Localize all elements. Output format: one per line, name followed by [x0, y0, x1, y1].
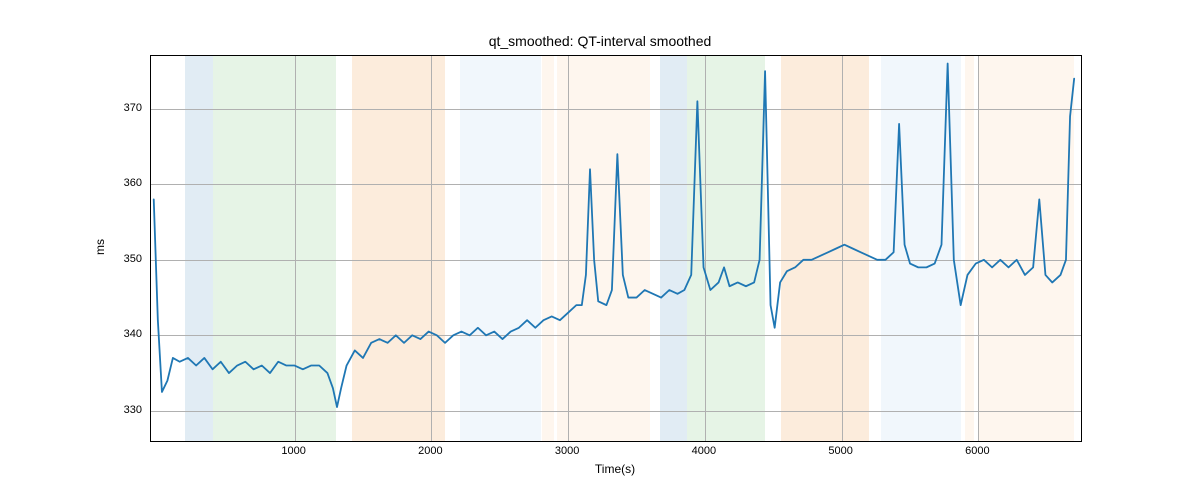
xtick-label: 4000	[692, 445, 716, 457]
xtick-label: 3000	[555, 445, 579, 457]
plot-area	[150, 55, 1082, 442]
x-axis-label: Time(s)	[595, 462, 635, 476]
xtick-label: 6000	[965, 445, 989, 457]
ytick-label: 340	[92, 328, 142, 340]
chart-title: qt_smoothed: QT-interval smoothed	[489, 33, 712, 49]
data-line-svg	[151, 56, 1081, 441]
y-axis-label: ms	[93, 239, 107, 255]
xtick-label: 1000	[281, 445, 305, 457]
xtick-label: 2000	[418, 445, 442, 457]
ytick-label: 370	[92, 102, 142, 114]
ytick-label: 360	[92, 177, 142, 189]
xtick-label: 5000	[828, 445, 852, 457]
chart-container: qt_smoothed: QT-interval smoothed 330 340…	[0, 0, 1200, 500]
data-series-line	[154, 64, 1074, 407]
ytick-label: 330	[92, 404, 142, 416]
